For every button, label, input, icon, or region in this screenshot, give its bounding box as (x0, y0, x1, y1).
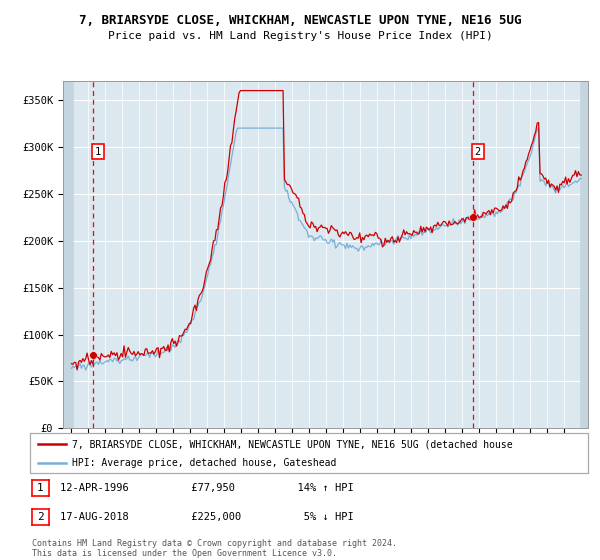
Text: Price paid vs. HM Land Registry's House Price Index (HPI): Price paid vs. HM Land Registry's House … (107, 31, 493, 41)
Text: Contains HM Land Registry data © Crown copyright and database right 2024.
This d: Contains HM Land Registry data © Crown c… (32, 539, 397, 558)
Text: 17-AUG-2018          £225,000          5% ↓ HPI: 17-AUG-2018 £225,000 5% ↓ HPI (60, 512, 354, 522)
Text: 1: 1 (37, 483, 44, 493)
Bar (580, 81, 588, 428)
Text: 1: 1 (95, 147, 101, 157)
Text: 7, BRIARSYDE CLOSE, WHICKHAM, NEWCASTLE UPON TYNE, NE16 5UG (detached house: 7, BRIARSYDE CLOSE, WHICKHAM, NEWCASTLE … (72, 439, 512, 449)
Bar (63, 81, 73, 428)
Text: 12-APR-1996          £77,950          14% ↑ HPI: 12-APR-1996 £77,950 14% ↑ HPI (60, 483, 354, 493)
Text: 7, BRIARSYDE CLOSE, WHICKHAM, NEWCASTLE UPON TYNE, NE16 5UG: 7, BRIARSYDE CLOSE, WHICKHAM, NEWCASTLE … (79, 14, 521, 27)
Text: 2: 2 (37, 512, 44, 522)
Text: 2: 2 (475, 147, 481, 157)
Text: HPI: Average price, detached house, Gateshead: HPI: Average price, detached house, Gate… (72, 458, 336, 468)
